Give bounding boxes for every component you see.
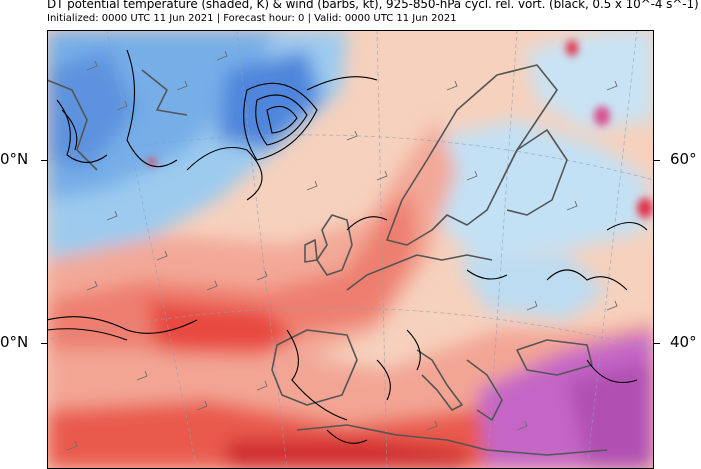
wind-barbs <box>66 50 618 451</box>
lat-label-right-60: 60° <box>670 150 697 168</box>
lat-label-left-60: 0°N <box>0 150 29 168</box>
coastlines <box>47 64 608 456</box>
lat-label-right-40: 40° <box>670 333 697 351</box>
weather-map <box>47 30 654 469</box>
temperature-shading <box>47 30 654 469</box>
lat-label-left-40: 0°N <box>0 333 29 351</box>
hot-spots <box>148 40 653 218</box>
map-subtitle: Initialized: 0000 UTC 11 Jun 2021 | Fore… <box>47 13 457 24</box>
tick-left-40 <box>41 343 47 344</box>
map-header: DT potential temperature (shaded, K) & w… <box>47 0 701 30</box>
map-canvas <box>47 30 654 469</box>
vorticity-contours <box>47 49 648 444</box>
tick-right-40 <box>654 343 660 344</box>
tick-right-60 <box>654 160 660 161</box>
map-title: DT potential temperature (shaded, K) & w… <box>47 0 699 11</box>
tick-left-60 <box>41 160 47 161</box>
